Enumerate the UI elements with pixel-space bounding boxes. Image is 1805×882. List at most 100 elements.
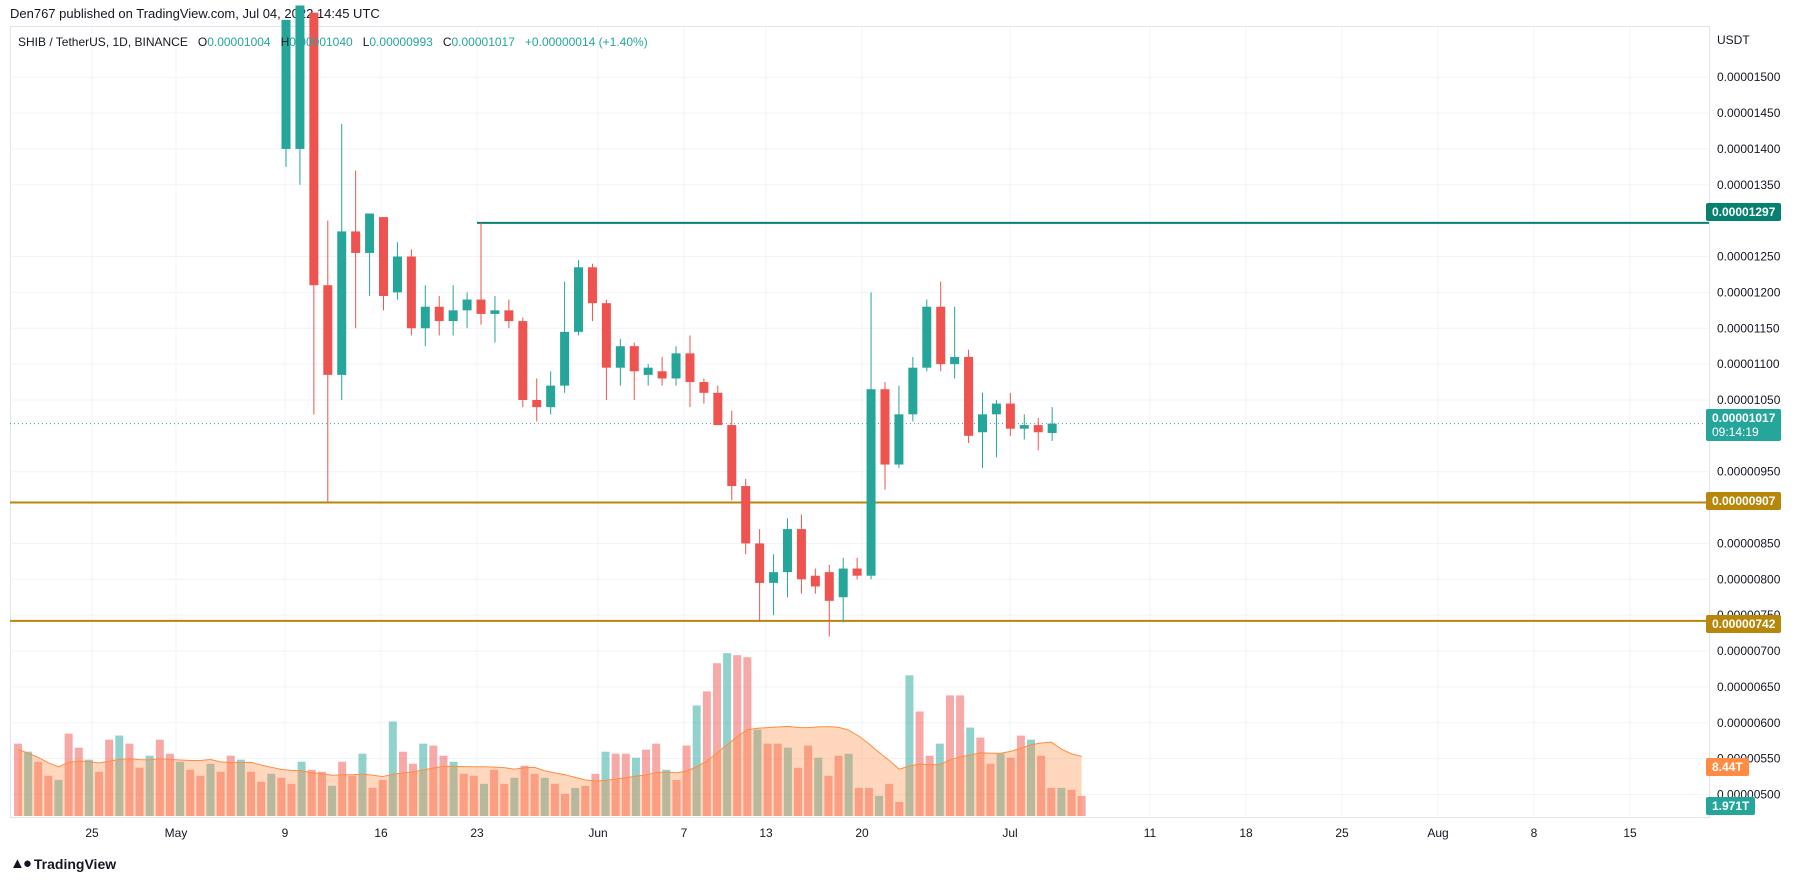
volume-bar [307, 769, 316, 816]
volume-bar [95, 771, 104, 816]
candle-body [337, 231, 347, 375]
candle-body [880, 389, 890, 465]
candle-body [796, 529, 806, 580]
tradingview-logo[interactable]: ▲● TradingView [10, 855, 116, 872]
candle-body [434, 306, 444, 322]
symbol-label[interactable]: SHIB / TetherUS, 1D, BINANCE [18, 35, 188, 49]
volume-bar [621, 753, 630, 816]
low-label: L [362, 35, 370, 49]
volume-bar [662, 769, 671, 816]
volume-bar [783, 747, 792, 816]
volume-bar [348, 775, 357, 816]
volume-bar [358, 753, 367, 816]
support-level-badge-2: 0.00000742 [1706, 615, 1782, 633]
candle-body [894, 414, 904, 465]
candle-body [532, 399, 542, 408]
volume-bar [257, 781, 266, 816]
candle-body [685, 353, 695, 383]
volume-bar [115, 735, 124, 816]
time-tick-label: 11 [1144, 826, 1157, 840]
volume-bar [925, 755, 934, 816]
volume-bar [338, 761, 347, 816]
price-tick-label: 0.00001050 [1717, 393, 1781, 407]
volume-bar [723, 653, 732, 816]
volume-bar [956, 695, 965, 816]
change-value: +0.00000014 (+1.40%) [524, 35, 648, 49]
candle-body [365, 213, 375, 253]
volume-bar [186, 769, 195, 816]
volume-bar [469, 775, 478, 816]
volume-bar [429, 745, 438, 816]
volume-bar [540, 777, 549, 816]
candle-body [323, 285, 333, 375]
volume-bar [773, 743, 782, 816]
volume-bars [14, 653, 1086, 816]
candle-body [699, 382, 709, 393]
time-tick-label: 13 [759, 826, 773, 840]
volume-bar [591, 773, 600, 816]
time-tick-label: 25 [1335, 826, 1349, 840]
candle-body [615, 346, 625, 368]
price-tick-label: 0.00001500 [1717, 70, 1781, 84]
volume-ma [17, 725, 1082, 816]
candle-body [964, 356, 974, 436]
candle-body [671, 353, 681, 379]
volume-bar [206, 763, 215, 816]
volume-bar [297, 761, 306, 816]
volume-bar [64, 733, 73, 816]
candle-body [601, 303, 611, 368]
low-value: 0.00000993 [369, 35, 433, 49]
candle-body [379, 217, 389, 296]
volume-bar [1037, 755, 1046, 816]
time-tick-label: Aug [1427, 826, 1448, 840]
candle-body [950, 356, 960, 365]
volume-bar [581, 785, 590, 816]
candle-body [782, 529, 792, 573]
volume-bar [459, 773, 468, 816]
volume-bar [814, 757, 823, 816]
volume-bar [419, 743, 428, 816]
time-tick-label: Jun [588, 826, 607, 840]
volume-ma-area [18, 726, 1082, 816]
volume-bar [561, 793, 570, 816]
price-tick-label: 0.00001350 [1717, 178, 1781, 192]
volume-bar [966, 727, 975, 816]
volume-bar [976, 737, 985, 816]
volume-bar [1047, 787, 1056, 816]
volume-bar [378, 779, 387, 816]
volume-bar [54, 779, 63, 816]
candle-body [657, 371, 667, 379]
volume-bar [74, 747, 83, 816]
volume-bar [267, 773, 276, 816]
time-tick-label: May [165, 826, 188, 840]
currency-label: USDT [1717, 33, 1750, 47]
volume-bar [287, 783, 296, 816]
price-tick-label: 0.00001450 [1717, 106, 1781, 120]
candle-body [978, 414, 987, 433]
volume-bar [135, 767, 144, 816]
volume-bar [642, 749, 651, 816]
price-tick-label: 0.00001200 [1717, 285, 1781, 299]
volume-bar [672, 779, 681, 816]
countdown-value: 09:14:19 [1712, 425, 1759, 439]
time-tick-label: 16 [374, 826, 388, 840]
candle-body [351, 231, 361, 253]
time-tick-label: 8 [1531, 826, 1538, 840]
candle-body [406, 256, 416, 329]
volume-bar [409, 763, 418, 816]
volume-bar [631, 757, 640, 816]
candle-body [518, 321, 528, 400]
candle-body [1047, 423, 1057, 433]
volume-bar [368, 787, 377, 816]
candle-body [462, 299, 472, 311]
candle-body [504, 310, 514, 322]
high-value: 0.00001040 [289, 35, 353, 49]
volume-bar [875, 795, 884, 816]
candle-body [1033, 425, 1043, 433]
volume-bar [328, 785, 337, 816]
price-tick-label: 0.00000600 [1717, 716, 1781, 730]
volume-bar [794, 767, 803, 816]
volume-bar [733, 655, 742, 816]
candle-body [392, 256, 402, 293]
